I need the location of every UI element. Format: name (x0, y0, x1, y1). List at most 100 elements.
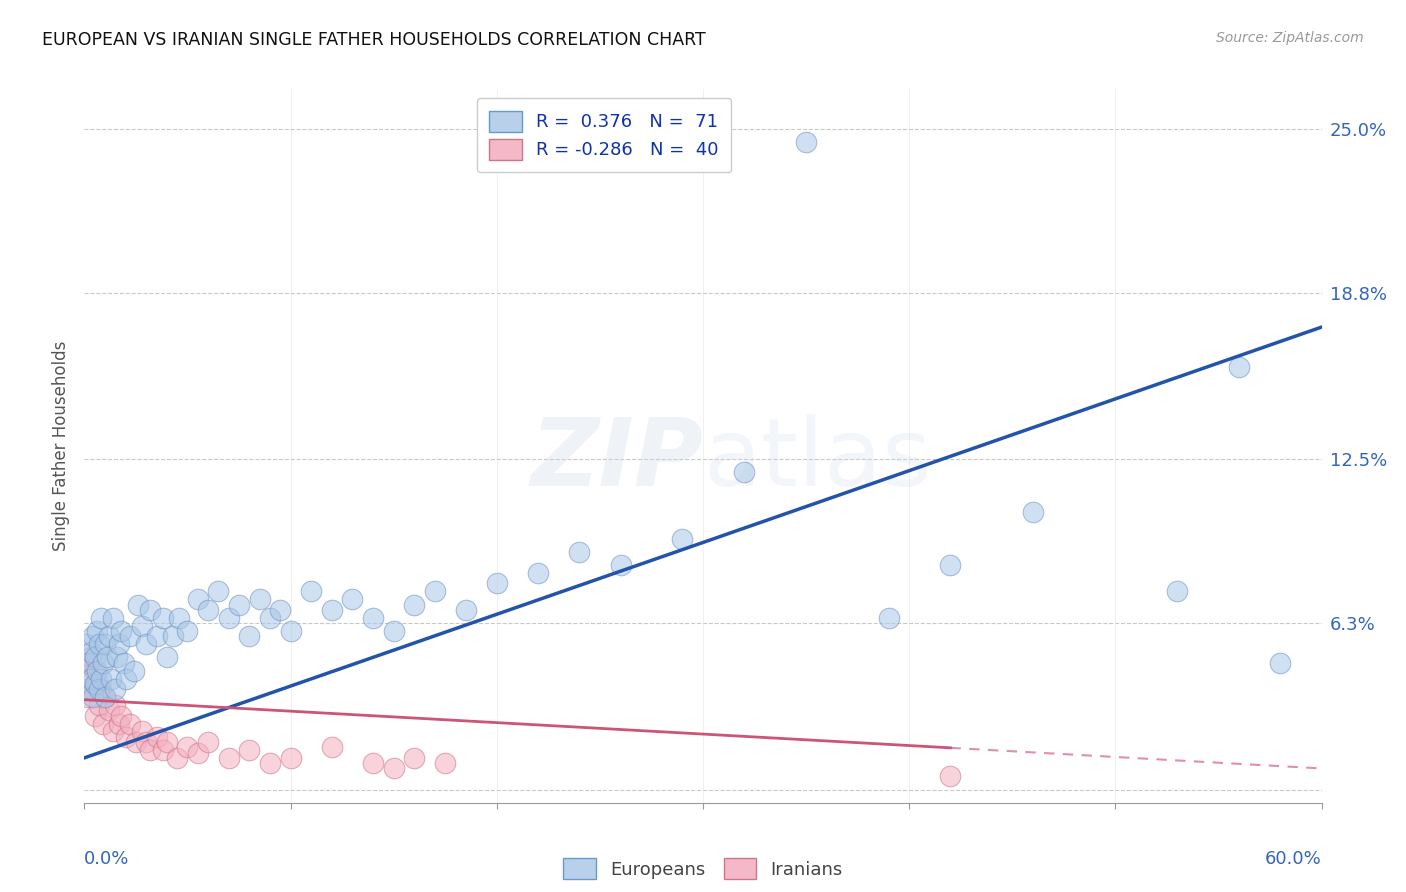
Point (90, 672, 112, 686)
Point (103, 724, 125, 739)
Point (280, 624, 302, 638)
Point (112, 656, 135, 670)
Point (104, 682, 127, 697)
Point (139, 603, 162, 617)
Point (197, 735, 219, 749)
Point (609, 558, 631, 572)
Point (104, 698, 127, 712)
Point (1270, 656, 1292, 670)
Point (299, 584, 322, 599)
Point (135, 735, 157, 749)
Point (361, 756, 384, 771)
Point (434, 756, 457, 771)
Point (485, 576, 508, 591)
Point (167, 611, 190, 625)
Point (118, 629, 141, 643)
Point (77, 682, 100, 697)
Point (382, 761, 405, 775)
Text: 0.0%: 0.0% (84, 850, 129, 869)
Text: atlas: atlas (703, 414, 931, 507)
Point (454, 603, 477, 617)
Point (75, 656, 97, 670)
Point (114, 672, 136, 686)
Point (145, 730, 167, 744)
Point (382, 624, 405, 638)
Point (162, 629, 184, 643)
Point (187, 746, 209, 760)
Point (118, 716, 141, 731)
Y-axis label: Single Father Households: Single Father Households (52, 341, 70, 551)
Point (1022, 505, 1045, 519)
Point (249, 592, 271, 607)
Point (877, 611, 900, 625)
Point (187, 592, 209, 607)
Point (90, 682, 112, 697)
Point (98, 629, 121, 643)
Point (86, 664, 108, 678)
Point (145, 629, 167, 643)
Point (110, 624, 132, 638)
Point (1166, 584, 1188, 599)
Point (423, 584, 446, 599)
Point (238, 629, 260, 643)
Point (86, 624, 108, 638)
Point (939, 558, 962, 572)
Text: EUROPEAN VS IRANIAN SINGLE FATHER HOUSEHOLDS CORRELATION CHART: EUROPEAN VS IRANIAN SINGLE FATHER HOUSEH… (42, 31, 706, 49)
Point (108, 716, 131, 731)
Point (94, 690, 117, 704)
Point (342, 592, 364, 607)
Point (259, 756, 281, 771)
Point (671, 532, 693, 546)
Point (404, 751, 426, 765)
Point (86, 677, 108, 691)
Point (77, 672, 100, 686)
Point (527, 566, 550, 580)
Point (361, 611, 384, 625)
Point (135, 637, 157, 651)
Point (131, 724, 153, 739)
Point (228, 598, 250, 612)
Point (218, 611, 240, 625)
Point (125, 735, 148, 749)
Point (568, 545, 591, 559)
Point (176, 740, 198, 755)
Point (91, 656, 114, 670)
Point (197, 603, 219, 617)
Point (94, 690, 117, 704)
Point (139, 743, 162, 757)
Point (114, 730, 136, 744)
Point (176, 624, 198, 638)
Point (280, 751, 302, 765)
Point (90, 611, 112, 625)
Point (794, 135, 817, 149)
Point (94, 637, 117, 651)
Point (79, 645, 101, 659)
Point (83, 708, 105, 723)
Point (152, 743, 174, 757)
Point (98, 703, 121, 717)
Point (82, 690, 104, 704)
Point (77, 656, 100, 670)
Text: ZIP: ZIP (530, 414, 703, 507)
Point (108, 637, 131, 651)
Point (207, 584, 229, 599)
Point (91, 716, 114, 731)
Point (82, 682, 104, 697)
Point (218, 751, 240, 765)
Point (156, 735, 179, 749)
Point (75, 637, 97, 651)
Point (83, 650, 105, 665)
Point (79, 650, 101, 665)
Point (96, 650, 118, 665)
Point (238, 743, 260, 757)
Point (152, 611, 174, 625)
Point (100, 672, 122, 686)
Point (733, 466, 755, 480)
Point (83, 677, 105, 691)
Point (79, 672, 101, 686)
Text: 60.0%: 60.0% (1265, 850, 1322, 869)
Point (83, 664, 105, 678)
Point (87, 637, 110, 651)
Point (110, 708, 132, 723)
Point (77, 690, 100, 704)
